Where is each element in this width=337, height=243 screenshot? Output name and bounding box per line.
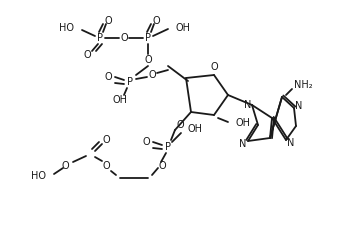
Text: N: N [244,100,252,110]
Text: O: O [144,55,152,65]
Text: O: O [158,161,166,171]
Text: O: O [104,16,112,26]
Text: P: P [127,77,133,87]
Text: NH₂: NH₂ [294,80,313,90]
Text: OH: OH [236,118,251,128]
Text: O: O [104,72,112,82]
Text: N: N [287,138,295,148]
Text: O: O [83,50,91,60]
Text: O: O [120,33,128,43]
Text: O: O [102,161,110,171]
Text: OH: OH [176,23,191,33]
Text: O: O [148,70,156,80]
Text: O: O [142,137,150,147]
Text: O: O [102,135,110,145]
Text: O: O [152,16,160,26]
Text: P: P [145,33,151,43]
Text: O: O [210,62,218,72]
Text: P: P [97,33,103,43]
Text: N: N [295,101,303,111]
Text: HO: HO [59,23,74,33]
Text: HO: HO [31,171,46,181]
Text: P: P [165,142,171,152]
Text: OH: OH [113,95,127,105]
Text: N: N [239,139,247,149]
Text: O: O [61,161,69,171]
Text: OH: OH [188,124,203,134]
Text: O: O [176,120,184,130]
